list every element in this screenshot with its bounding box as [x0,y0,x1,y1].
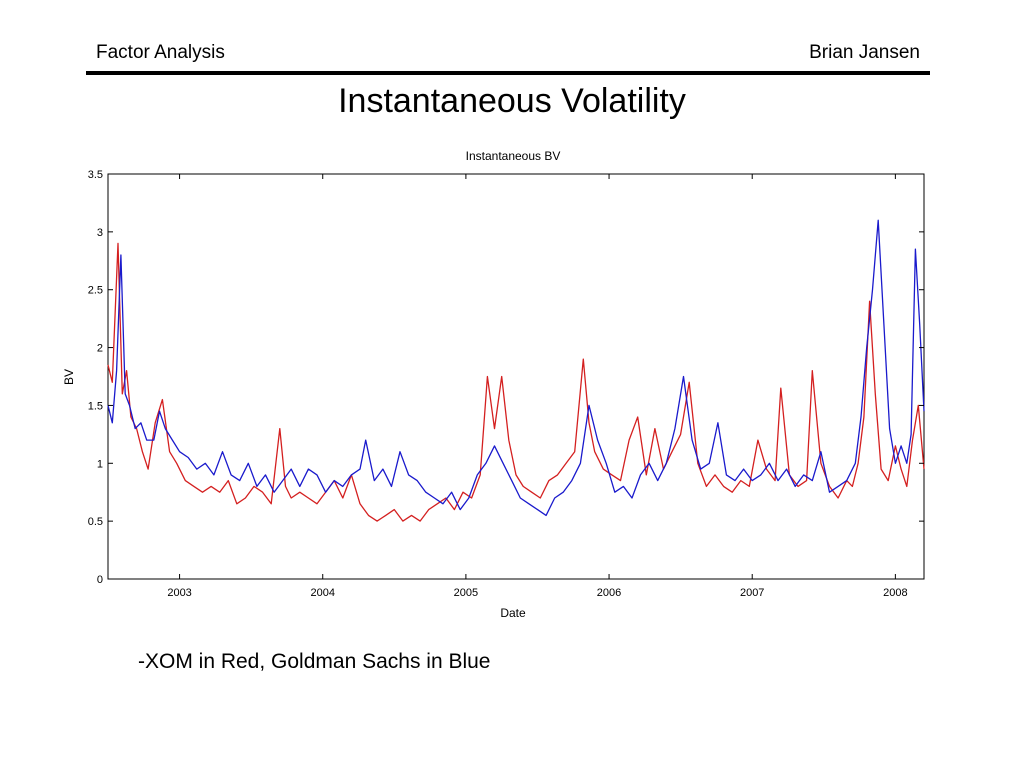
y-tick-label: 0.5 [88,516,103,528]
x-tick-label: 2008 [883,587,907,599]
x-tick-label: 2003 [167,587,191,599]
x-tick-label: 2004 [310,587,334,599]
plot-frame [107,173,925,580]
chart-caption: -XOM in Red, Goldman Sachs in Blue [138,650,491,673]
series-line-2 [107,219,925,517]
y-tick-label: 1 [97,458,103,470]
header-left: Factor Analysis [96,42,225,63]
header-right: Brian Jansen [809,42,920,63]
y-tick-label: 3 [97,227,103,239]
x-tick-label: 2006 [597,587,621,599]
x-tick-label: 2005 [454,587,478,599]
header-rule [86,71,930,75]
slide-title: Instantaneous Volatility [338,82,686,120]
y-tick-label: 0 [97,574,103,586]
x-axis-label: Date [500,606,526,620]
chart-title: Instantaneous BV [466,149,561,163]
series-layer [107,219,925,522]
y-tick-label: 3.5 [88,169,103,181]
series-line-1 [107,242,925,522]
y-tick-label: 1.5 [88,400,103,412]
y-tick-label: 2.5 [88,285,103,297]
y-axis-label: BV [62,369,76,385]
y-tick-label: 2 [97,343,103,355]
x-tick-label: 2007 [740,587,764,599]
tick-layer: 0 0.5 1 1.5 2 2.5 3 3.5 2003 2004 2005 2006 2007 2008 [88,169,924,599]
